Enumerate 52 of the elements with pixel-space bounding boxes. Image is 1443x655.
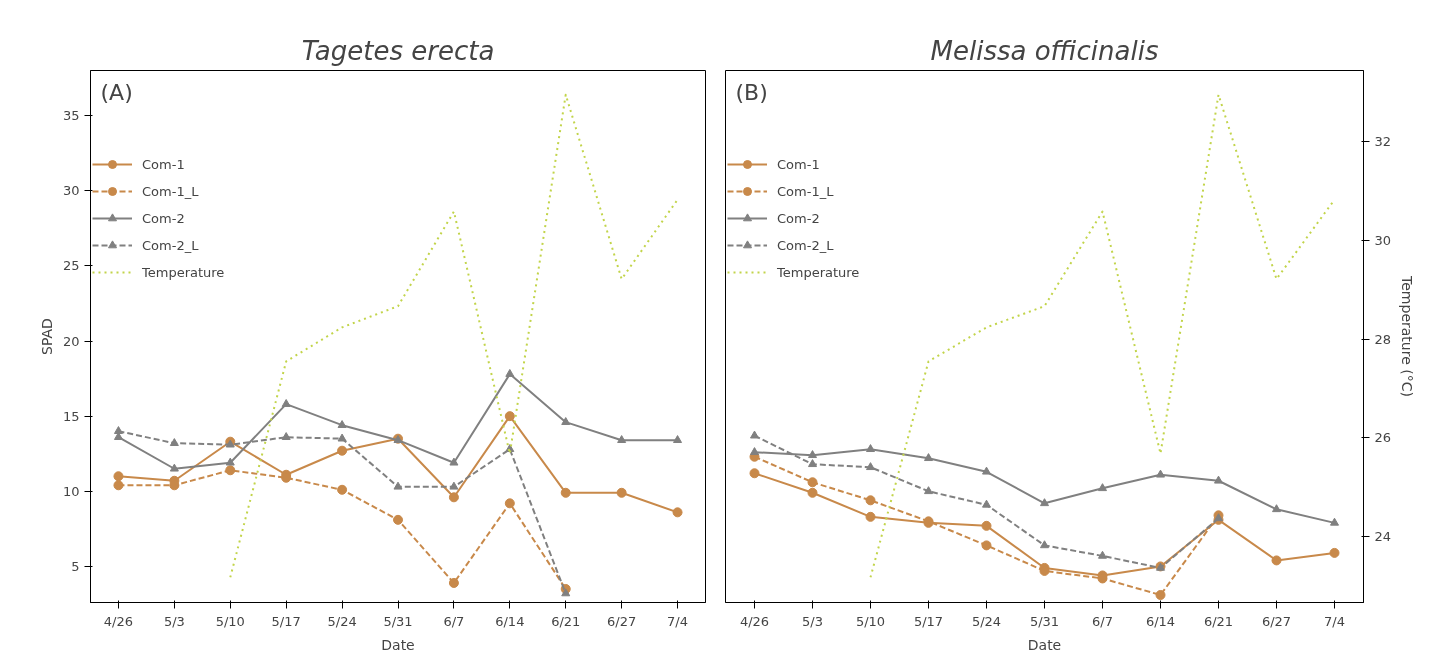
y-tick-label: 20	[62, 333, 80, 349]
legend-label: Com-2_L	[777, 237, 834, 253]
x-tick-label: 5/24	[971, 613, 1002, 629]
chart-title: Melissa officinalis	[930, 35, 1159, 66]
x-tick-label: 5/10	[215, 613, 245, 629]
legend-label: Com-2_L	[142, 237, 199, 253]
y2-tick-label: 24	[1374, 528, 1392, 544]
y2-tick-label: 26	[1374, 430, 1392, 446]
x-tick-label: 5/17	[913, 613, 944, 629]
y-axis-title: SPAD	[38, 318, 55, 355]
legend-label: Temperature	[777, 264, 860, 280]
chart-title: Tagetes erecta	[301, 35, 495, 66]
y2-tick-label: 30	[1374, 233, 1392, 249]
legend-label: Com-2	[142, 210, 185, 226]
x-tick-label: 6/14	[1145, 613, 1176, 629]
y-tick-label: 35	[62, 108, 80, 124]
x-tick-label: 6/21	[1203, 613, 1234, 629]
x-tick-label: 6/7	[443, 613, 465, 629]
x-tick-label: 5/3	[163, 613, 185, 629]
x-tick-label: 7/4	[1324, 613, 1345, 629]
y2-axis-title: Temperature (°C)	[1399, 275, 1416, 397]
x-tick-label: 5/17	[271, 613, 301, 629]
legend-label: Com-1_L	[777, 183, 834, 199]
legend-label: Com-1	[142, 156, 185, 172]
x-tick-label: 6/7	[1092, 613, 1113, 629]
y-tick-label: 10	[62, 483, 80, 499]
x-tick-label: 5/31	[1029, 613, 1060, 629]
x-tick-label: 6/27	[607, 613, 637, 629]
x-tick-label: 5/31	[383, 613, 413, 629]
annotation: (A)	[100, 79, 133, 105]
y-tick-label: 5	[71, 558, 80, 574]
x-tick-label: 5/24	[327, 613, 357, 629]
y-tick-label: 15	[62, 408, 80, 424]
x-tick-label: 5/3	[802, 613, 823, 629]
x-tick-label: 7/4	[667, 613, 689, 629]
x-tick-label: 4/26	[103, 613, 134, 629]
legend-label: Com-2	[777, 210, 820, 226]
legend-label: Temperature	[142, 264, 225, 280]
annotation: (B)	[735, 79, 768, 105]
y2-tick-label: 32	[1374, 134, 1392, 150]
y-tick-label: 25	[62, 258, 80, 274]
x-tick-label: 6/21	[551, 613, 581, 629]
x-tick-label: 4/26	[739, 613, 770, 629]
x-tick-label: 5/10	[855, 613, 886, 629]
y2-tick-label: 28	[1374, 331, 1392, 347]
x-axis-title: Date	[381, 636, 415, 653]
legend-label: Com-1_L	[142, 183, 199, 199]
x-tick-label: 6/27	[1261, 613, 1292, 629]
y-tick-label: 30	[62, 183, 80, 199]
x-axis-title: Date	[1027, 636, 1062, 653]
legend-label: Com-1	[777, 156, 820, 172]
x-tick-label: 6/14	[495, 613, 525, 629]
